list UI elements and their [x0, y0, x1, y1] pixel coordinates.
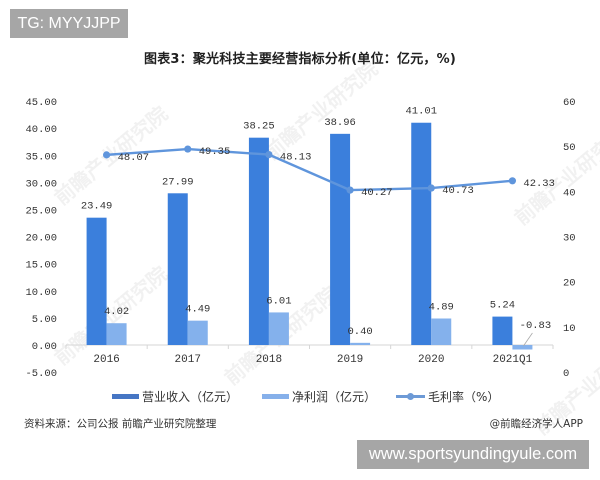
bar-label-revenue: 23.49 [81, 201, 113, 213]
y-left-tick-label: 35.00 [25, 151, 57, 163]
bar-revenue[interactable] [248, 137, 269, 345]
bar-label-net-profit: -0.83 [520, 320, 552, 332]
bar-label-net-profit: 0.40 [347, 326, 372, 338]
y-right-tick-label: 30 [563, 232, 576, 244]
line-label-gross-margin: 49.35 [199, 146, 231, 158]
line-point-gross-margin[interactable] [427, 184, 435, 192]
bar-net-profit[interactable] [268, 312, 289, 345]
line-label-gross-margin: 40.27 [361, 187, 393, 199]
bar-revenue[interactable] [492, 316, 513, 345]
y-left-tick-label: 45.00 [25, 97, 57, 109]
line-point-gross-margin[interactable] [346, 186, 354, 194]
y-left-tick-label: 20.00 [25, 233, 57, 245]
url-badge: www.sportsyundingyule.com [357, 440, 589, 469]
legend-item-revenue[interactable]: 营业收入（亿元） [112, 386, 238, 406]
line-label-gross-margin: 40.73 [442, 185, 474, 197]
y-left-tick-label: 30.00 [25, 178, 57, 190]
bar-net-profit[interactable] [350, 342, 371, 345]
x-category-label: 2020 [418, 354, 444, 366]
chart-title: 图表3：聚光科技主要经营指标分析(单位：亿元，%) [144, 52, 456, 67]
x-category-label: 2017 [175, 354, 201, 366]
credit-note: @前瞻经济学人APP [489, 418, 583, 430]
bar-net-profit[interactable] [512, 345, 533, 350]
bar-label-net-profit: 4.89 [429, 301, 454, 313]
y-right-tick-label: 0 [563, 368, 569, 380]
x-category-label: 2019 [337, 354, 363, 366]
legend-item-gross-margin[interactable]: 毛利率（%） [396, 386, 499, 406]
tg-badge: TG: MYYJJPP [10, 9, 128, 38]
source-note: 资料来源：公司公报 前瞻产业研究院整理 [24, 418, 217, 430]
line-point-gross-margin[interactable] [102, 151, 111, 159]
label-leader-line [523, 332, 533, 347]
y-right-tick-label: 10 [563, 323, 576, 335]
legend-item-net-profit[interactable]: 净利润（亿元） [262, 386, 376, 406]
legend-label-gross-margin: 毛利率（%） [428, 389, 500, 404]
y-left-tick-label: 5.00 [32, 314, 57, 326]
y-left-tick-label: 25.00 [25, 206, 57, 218]
y-left-tick-label: 40.00 [25, 124, 57, 136]
y-right-tick-label: 40 [563, 187, 576, 199]
chart-legend: 营业收入（亿元） 净利润（亿元） 毛利率（%） [0, 386, 600, 406]
legend-line-marker-icon [396, 392, 425, 400]
line-point-gross-margin[interactable] [265, 150, 273, 159]
y-left-tick-label: -5.00 [25, 368, 57, 380]
bar-label-net-profit: 4.02 [104, 306, 129, 318]
bar-revenue[interactable] [411, 122, 432, 345]
line-label-gross-margin: 42.33 [523, 178, 555, 190]
bar-net-profit[interactable] [431, 318, 452, 345]
bar-revenue[interactable] [167, 193, 188, 345]
legend-swatch-net-profit [262, 393, 289, 399]
legend-label-net-profit: 净利润（亿元） [292, 389, 377, 404]
bar-label-net-profit: 6.01 [266, 295, 291, 307]
bar-net-profit[interactable] [187, 320, 208, 345]
y-right-tick-label: 20 [563, 278, 576, 290]
bar-label-revenue: 38.96 [324, 117, 356, 129]
line-label-gross-margin: 48.13 [280, 152, 312, 164]
line-label-gross-margin: 48.07 [118, 152, 150, 164]
bar-label-revenue: 5.24 [490, 300, 515, 312]
bar-revenue[interactable] [86, 217, 107, 345]
bar-label-net-profit: 4.49 [185, 304, 210, 316]
y-left-tick-label: 10.00 [25, 287, 57, 299]
line-point-gross-margin[interactable] [508, 177, 517, 185]
bar-revenue[interactable] [330, 133, 351, 345]
x-category-label: 2016 [93, 354, 119, 366]
y-left-tick-label: 0.00 [32, 341, 57, 353]
y-right-tick-label: 60 [563, 97, 576, 109]
legend-label-revenue: 营业收入（亿元） [142, 389, 239, 404]
legend-swatch-revenue [112, 393, 139, 399]
line-point-gross-margin[interactable] [184, 145, 192, 153]
bar-label-revenue: 41.01 [405, 106, 437, 118]
x-category-label: 2018 [256, 354, 282, 366]
x-category-label: 2021Q1 [493, 354, 533, 366]
bar-label-revenue: 27.99 [162, 176, 194, 188]
y-right-tick-label: 50 [563, 142, 576, 154]
y-left-tick-label: 15.00 [25, 260, 57, 272]
bar-label-revenue: 38.25 [243, 121, 275, 133]
line-gross-margin [106, 147, 513, 192]
bar-net-profit[interactable] [106, 323, 127, 345]
